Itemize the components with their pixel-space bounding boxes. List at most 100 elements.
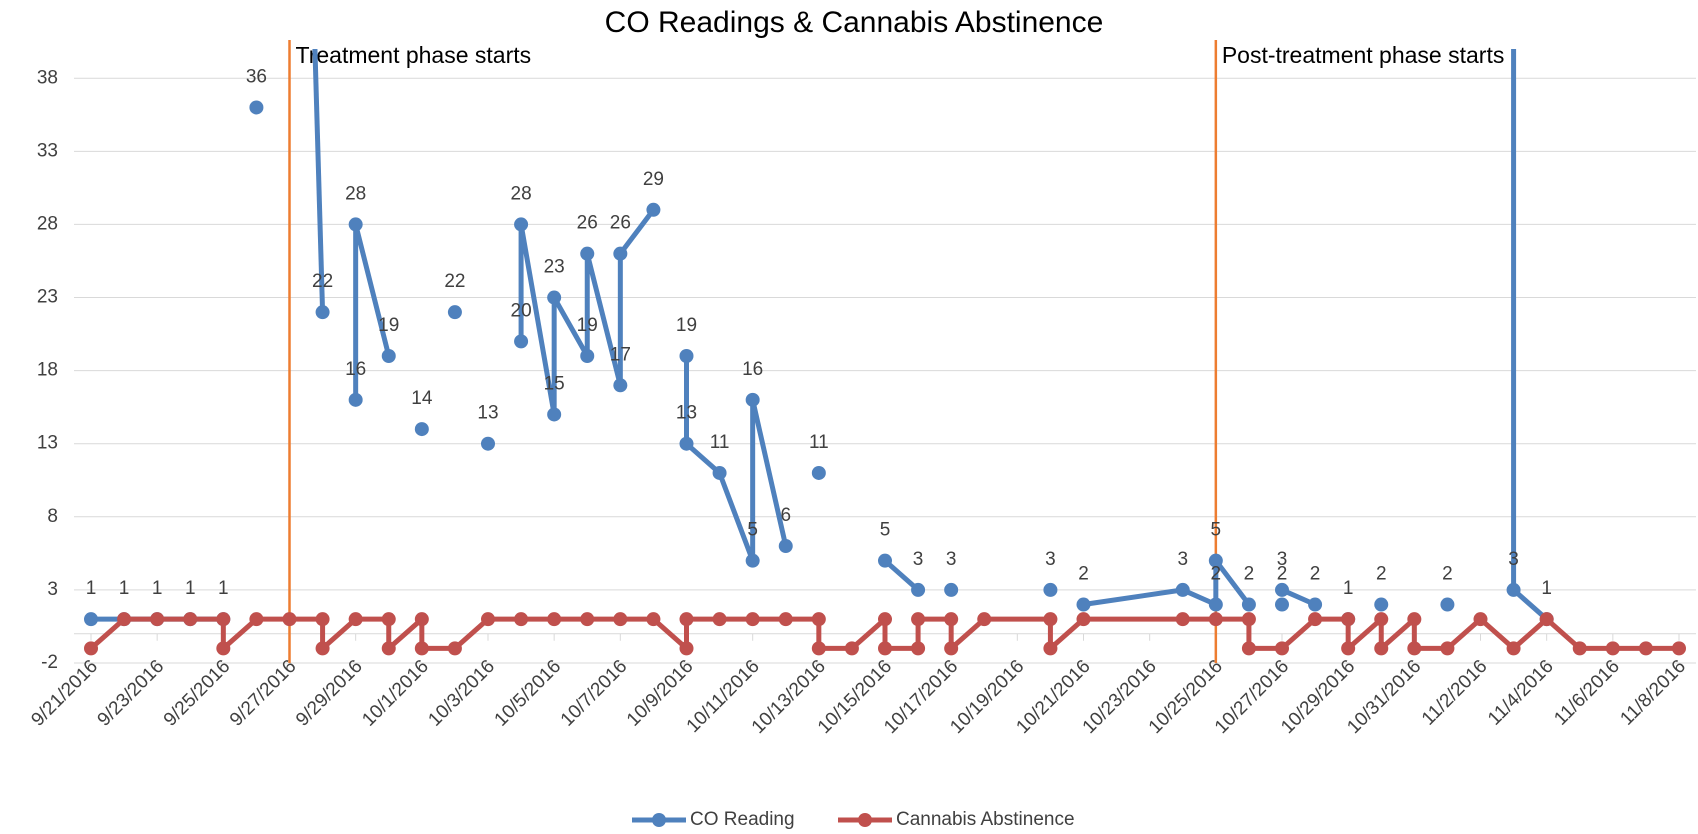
legend-marker	[858, 813, 872, 827]
data-point	[1043, 641, 1058, 656]
series-line	[1511, 49, 1549, 622]
data-point	[216, 612, 231, 627]
data-point	[414, 422, 429, 437]
data-point	[778, 612, 793, 627]
data-label: 3	[946, 549, 957, 570]
data-point	[580, 349, 595, 363]
data-point	[1572, 641, 1587, 656]
series-line	[1083, 558, 1251, 608]
data-point	[1175, 582, 1190, 597]
data-point	[1440, 641, 1455, 656]
data-label: 3	[1045, 549, 1056, 570]
data-point	[282, 612, 297, 627]
data-point	[1539, 612, 1554, 627]
data-point	[580, 612, 595, 627]
data-point	[911, 641, 926, 656]
y-tick-label: 8	[47, 506, 58, 527]
data-point	[249, 612, 264, 627]
y-tick-label: 13	[37, 433, 58, 454]
data-point	[679, 349, 694, 363]
data-label: 2	[1442, 564, 1453, 585]
series	[84, 612, 1686, 656]
data-label: 19	[676, 315, 697, 336]
data-point	[745, 612, 760, 627]
data-label: 22	[444, 271, 465, 292]
data-point	[1043, 582, 1058, 597]
x-tick-label: 10/5/2016	[491, 656, 566, 731]
data-label: 1	[119, 578, 130, 599]
data-point	[414, 641, 429, 656]
data-point	[216, 641, 231, 656]
data-point	[613, 612, 628, 627]
y-tick-label: 23	[37, 287, 58, 308]
data-point	[811, 612, 826, 627]
legend-label: Cannabis Abstinence	[896, 809, 1075, 830]
data-point	[679, 612, 694, 627]
y-tick-label: 28	[37, 213, 58, 234]
data-point	[911, 612, 926, 627]
y-tick-label: 3	[47, 579, 58, 600]
y-tick-label: -2	[41, 652, 58, 673]
data-point	[414, 612, 429, 627]
data-point	[117, 612, 132, 627]
data-label: 5	[880, 520, 891, 541]
data-label: 1	[1343, 578, 1354, 599]
data-point	[679, 436, 694, 451]
data-point	[481, 436, 495, 451]
data-point	[447, 641, 462, 656]
x-tick-label: 10/7/2016	[557, 656, 632, 731]
data-point	[646, 202, 661, 217]
legend-label: CO Reading	[690, 809, 795, 830]
data-point	[646, 612, 661, 627]
data-point	[315, 305, 330, 320]
data-point	[778, 539, 793, 554]
data-label: 36	[246, 66, 267, 87]
data-point	[183, 612, 198, 627]
data-point	[547, 612, 562, 627]
data-point	[1308, 612, 1323, 627]
data-point	[315, 612, 330, 627]
data-label: 16	[345, 359, 366, 380]
data-point	[1473, 612, 1488, 627]
data-label: 2	[1376, 564, 1387, 585]
annotation-label: Post-treatment phase starts	[1222, 42, 1505, 68]
data-point	[84, 612, 98, 627]
data-point	[580, 246, 595, 261]
data-point	[679, 641, 694, 656]
data-point	[1374, 641, 1389, 656]
data-point	[1043, 612, 1058, 627]
data-label: 28	[345, 183, 366, 204]
data-point	[811, 465, 826, 480]
data-point	[1374, 597, 1389, 612]
data-point	[84, 641, 98, 656]
data-point	[315, 641, 330, 656]
data-point	[348, 392, 363, 407]
x-tick-label: 9/25/2016	[160, 656, 235, 731]
annotation-label: Treatment phase starts	[296, 42, 532, 68]
data-label: 22	[312, 271, 333, 292]
x-tick-label: 9/23/2016	[94, 656, 169, 731]
data-point	[1605, 641, 1620, 656]
data-label: 2	[1078, 564, 1089, 585]
data-point	[1638, 641, 1653, 656]
data-point	[878, 553, 892, 568]
data-point	[1407, 612, 1422, 627]
data-point	[1506, 641, 1521, 656]
data-label: 19	[577, 315, 598, 336]
series-line	[89, 616, 1679, 651]
x-tick-label: 11/4/2016	[1484, 656, 1558, 730]
data-point	[447, 305, 462, 320]
data-point	[1275, 597, 1289, 612]
x-tick-label: 9/21/2016	[27, 656, 102, 731]
data-point	[944, 612, 959, 627]
data-label: 11	[710, 432, 730, 453]
data-label: 2	[1310, 564, 1321, 585]
data-label: 19	[378, 315, 399, 336]
data-label: 6	[780, 505, 791, 526]
data-point	[1208, 612, 1223, 627]
data-point	[348, 217, 363, 232]
data-label: 2	[1277, 564, 1288, 585]
data-label: 3	[1177, 549, 1188, 570]
data-point	[911, 582, 926, 597]
data-label: 26	[610, 213, 631, 234]
